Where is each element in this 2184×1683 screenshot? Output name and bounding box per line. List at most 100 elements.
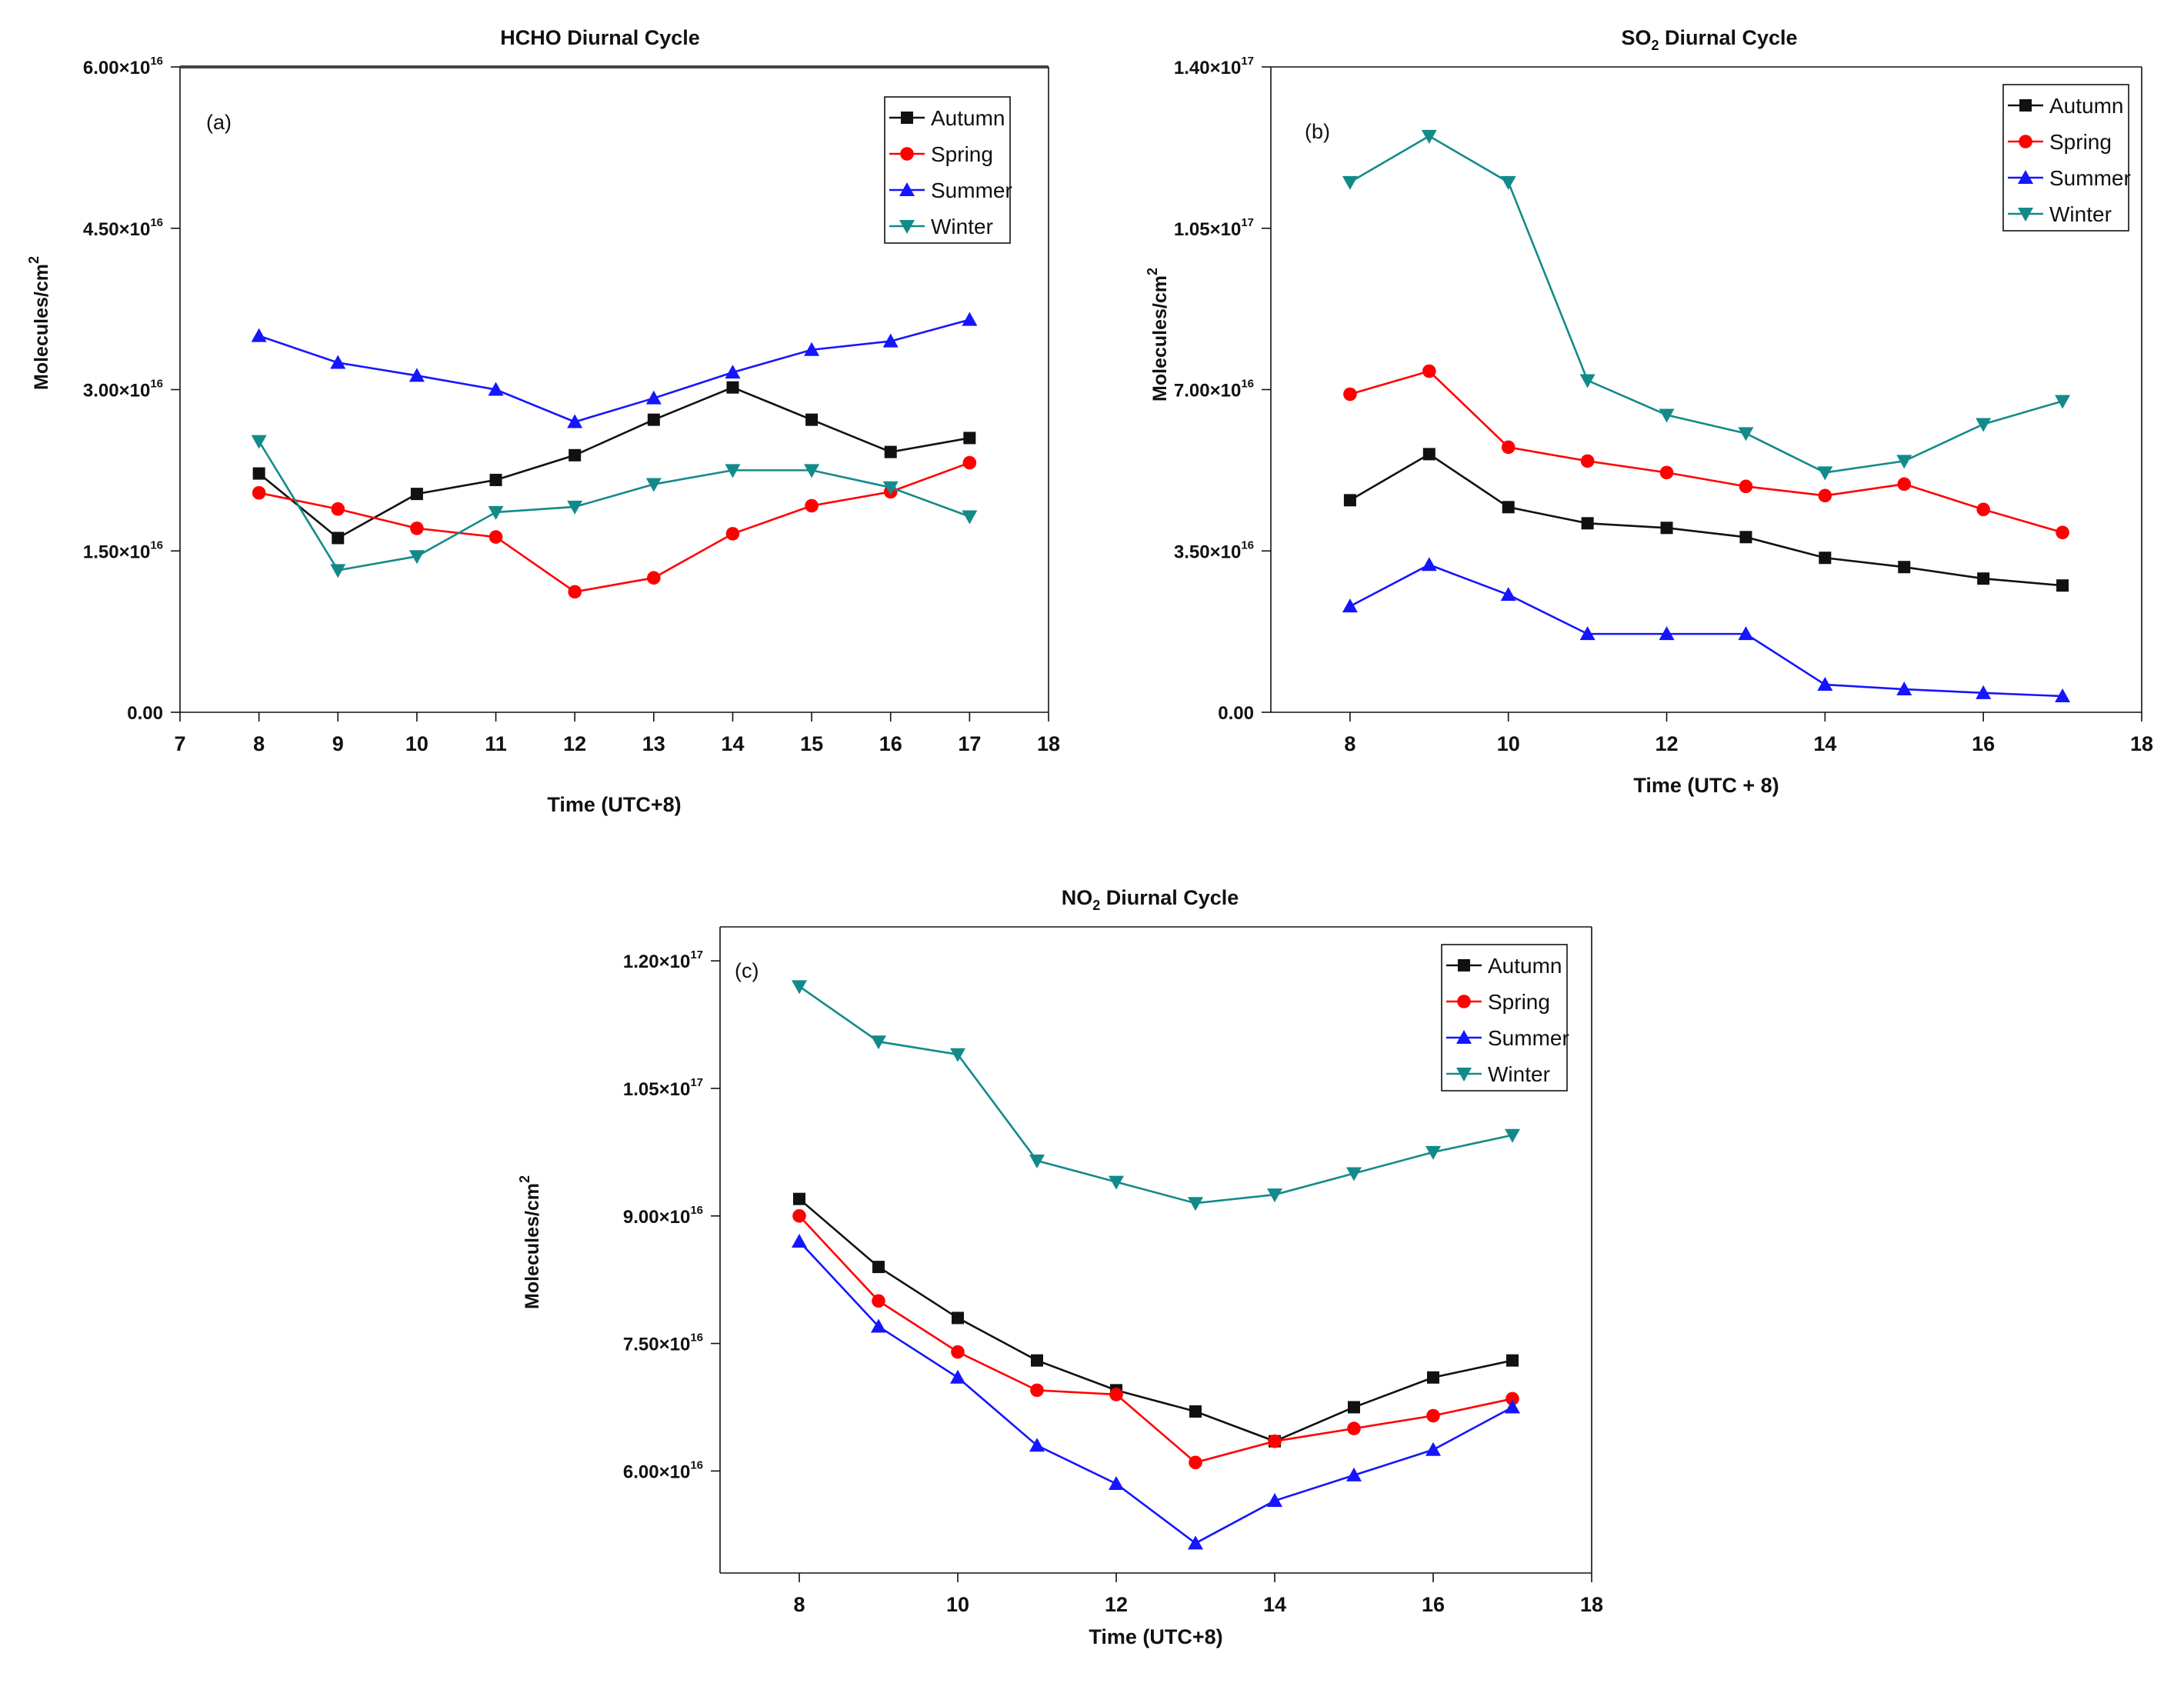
hcho-point-winter [251,435,267,449]
hcho-y-tick-label: 1.50×1016 [83,538,163,562]
no2-point-summer [1346,1467,1362,1481]
so2-line-winter [1349,135,2063,474]
so2-point-spring [1818,488,1832,503]
so2-point-spring [1501,440,1515,455]
hcho-point-summer [882,333,899,348]
hcho-series-winter [251,435,978,578]
no2-y-tick-label: 1.20×1017 [623,948,703,972]
no2-point-summer [1505,1399,1520,1414]
hcho-x-tick-label: 9 [332,732,344,755]
no2-series-spring [792,1208,1519,1470]
hcho-line-summer [258,318,970,423]
hcho-point-winter [567,500,583,515]
no2-point-spring [1109,1388,1123,1401]
so2-x-axis-label: Time (UTC + 8) [1633,774,1779,797]
hcho-point-spring [488,530,503,544]
no2-point-winter [1425,1145,1441,1160]
hcho-legend-marker-summer [899,182,915,196]
no2-point-spring [792,1208,806,1223]
hcho-point-autumn [647,413,660,426]
so2-x-tick-label: 8 [1344,732,1355,755]
hcho-point-winter [804,464,820,478]
hcho-point-summer [330,355,346,369]
so2-point-autumn [1739,531,1752,544]
so2-x-tick-label: 10 [1497,732,1520,755]
so2-point-winter [1817,466,1833,481]
so2-point-spring [1422,364,1436,378]
hcho-x-tick-label: 14 [721,732,744,755]
so2-point-autumn [2056,579,2069,592]
hcho-x-tick-label: 11 [485,732,507,755]
hcho-point-spring [410,522,424,535]
so2-y-axis-label: Molecules/cm2 [1145,268,1171,402]
so2-point-winter [1421,129,1437,144]
no2-legend-marker-winter [1456,1068,1472,1081]
hcho-point-autumn [252,467,265,480]
so2-point-spring [1897,477,1912,492]
no2-series-autumn [793,1192,1519,1448]
hcho-legend-marker-winter [899,220,915,234]
hcho-x-tick-label: 17 [958,732,981,755]
so2-x-tick-label: 16 [1972,732,1995,755]
hcho-legend-label-spring: Spring [931,142,993,166]
so2-point-autumn [1422,448,1435,461]
hcho-point-winter [408,550,425,565]
so2-legend-label-winter: Winter [2049,202,2112,226]
hcho-x-tick-label: 12 [563,732,586,755]
hcho-panel-label: (a) [206,111,232,134]
hcho-point-autumn [489,473,502,486]
so2-line-autumn [1349,452,2063,587]
so2-point-winter [2055,395,2071,409]
so2-point-summer [1896,682,1912,696]
so2-point-summer [1659,626,1675,641]
so2-y-tick-label: 7.00×1016 [1174,378,1254,402]
hcho-x-tick-label: 10 [405,732,428,755]
hcho-point-summer [408,368,425,382]
hcho-point-summer [251,328,267,342]
so2-legend-marker-winter [2018,208,2033,222]
no2-y-tick-label: 7.50×1016 [623,1331,703,1355]
so2-panel-label: (b) [1305,120,1330,143]
hcho-legend-marker-spring [900,147,914,161]
hcho-point-autumn [410,488,423,501]
so2-point-summer [1738,626,1754,641]
hcho-legend-label-summer: Summer [931,178,1012,202]
no2-legend-label-spring: Spring [1488,990,1550,1014]
no2-point-winter [1267,1188,1282,1203]
no2-line-winter [799,985,1513,1205]
no2-point-summer [1029,1438,1045,1452]
hcho-point-spring [647,571,661,585]
hcho-point-winter [488,505,504,520]
so2-series-spring [1343,364,2069,540]
so2-y-tick-label: 1.05×1017 [1174,216,1254,240]
no2-point-winter [1188,1197,1203,1211]
so2-point-winter [1659,408,1675,423]
no2-point-summer [1267,1493,1282,1508]
no2-line-autumn [799,1198,1513,1443]
so2-point-spring [1739,479,1753,494]
no2-y-axis-label: Molecules/cm2 [517,1175,543,1309]
so2-point-winter [1976,418,1992,432]
hcho-y-tick-label: 6.00×1016 [83,55,163,78]
no2-point-autumn [952,1311,964,1325]
so2-point-spring [1580,454,1595,468]
no2-y-tick-label: 1.05×1017 [623,1076,703,1100]
so2-point-summer [1817,677,1833,692]
no2-point-spring [1426,1408,1440,1423]
no2-point-autumn [1506,1354,1519,1367]
so2-point-spring [2056,525,2069,540]
no2-y-tick-label: 9.00×1016 [623,1204,703,1228]
so2-y-tick-label: 1.40×1017 [1174,55,1254,78]
hcho-point-summer [725,365,741,379]
hcho-x-tick-label: 15 [800,732,823,755]
hcho-x-tick-label: 18 [1037,732,1060,755]
no2-legend-label-winter: Winter [1488,1062,1550,1086]
no2-x-tick-label: 16 [1422,1593,1445,1616]
no2-legend-marker-spring [1457,995,1471,1008]
hcho-legend-label-winter: Winter [931,215,993,238]
hcho-point-winter [725,464,741,478]
no2-point-summer [871,1318,886,1333]
no2-point-spring [1347,1421,1361,1435]
no2-x-tick-label: 10 [946,1593,969,1616]
